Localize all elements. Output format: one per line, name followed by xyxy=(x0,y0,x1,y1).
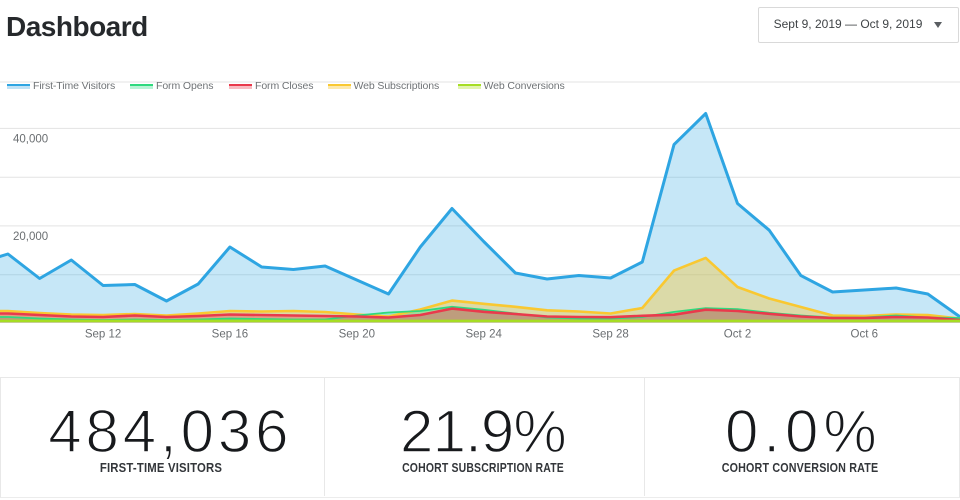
svg-text:Sep 12: Sep 12 xyxy=(85,329,121,341)
svg-text:Oct 2: Oct 2 xyxy=(724,329,751,341)
svg-text:20,000: 20,000 xyxy=(13,231,48,243)
svg-text:Sep 16: Sep 16 xyxy=(212,329,248,341)
svg-text:40,000: 40,000 xyxy=(13,134,48,146)
svg-text:Sep 20: Sep 20 xyxy=(339,329,375,341)
svg-text:Oct 6: Oct 6 xyxy=(851,329,878,341)
svg-text:Sep 28: Sep 28 xyxy=(592,329,628,341)
svg-text:Sep 24: Sep 24 xyxy=(465,329,502,341)
